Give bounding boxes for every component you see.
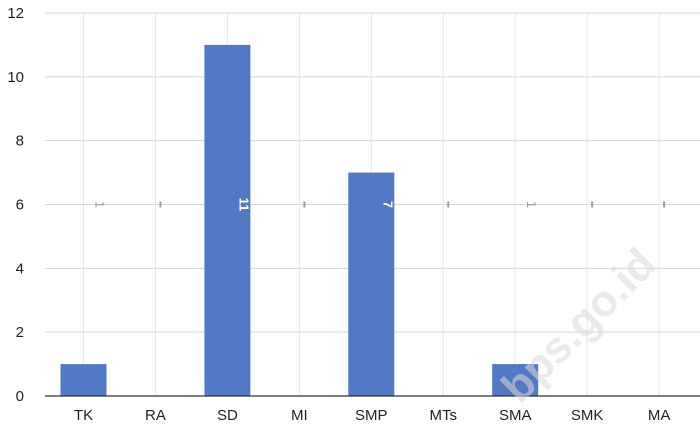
bar-smp bbox=[348, 172, 395, 396]
bars bbox=[60, 44, 539, 397]
x-tick-label: SD bbox=[217, 407, 238, 424]
y-tick-label: 6 bbox=[16, 197, 24, 214]
x-tick-label: MTs bbox=[430, 407, 458, 424]
y-tick-label: 0 bbox=[16, 388, 24, 405]
x-tick-label: SMP bbox=[355, 407, 388, 424]
x-tick-label: SMK bbox=[571, 407, 604, 424]
watermark-text: bps.go.id bbox=[492, 239, 665, 412]
data-labels: 1 11 7 1 bbox=[93, 198, 666, 212]
y-tick-label: 12 bbox=[7, 5, 24, 22]
data-label-sma: 1 bbox=[524, 201, 539, 208]
x-tick-label: MI bbox=[291, 407, 308, 424]
axes: 0 2 4 6 8 10 12 TK RA SD MI SMP MTs SMA SMK MA bbox=[7, 5, 700, 424]
x-tick-label: MA bbox=[648, 407, 671, 424]
data-label-sd: 11 bbox=[236, 198, 251, 212]
x-tick-label: RA bbox=[145, 407, 166, 424]
bar-tk bbox=[60, 364, 107, 396]
x-tick-label: TK bbox=[74, 407, 93, 424]
y-tick-label: 4 bbox=[16, 260, 24, 277]
bar-sma bbox=[492, 364, 539, 396]
bar-sd bbox=[204, 44, 251, 397]
y-tick-label: 10 bbox=[7, 69, 24, 86]
data-label-smp: 7 bbox=[380, 201, 395, 208]
gridlines bbox=[45, 12, 700, 396]
x-tick-label: SMA bbox=[499, 407, 532, 424]
y-tick-label: 8 bbox=[16, 133, 24, 150]
y-tick-label: 2 bbox=[16, 324, 24, 341]
data-label-tk: 1 bbox=[93, 201, 108, 208]
